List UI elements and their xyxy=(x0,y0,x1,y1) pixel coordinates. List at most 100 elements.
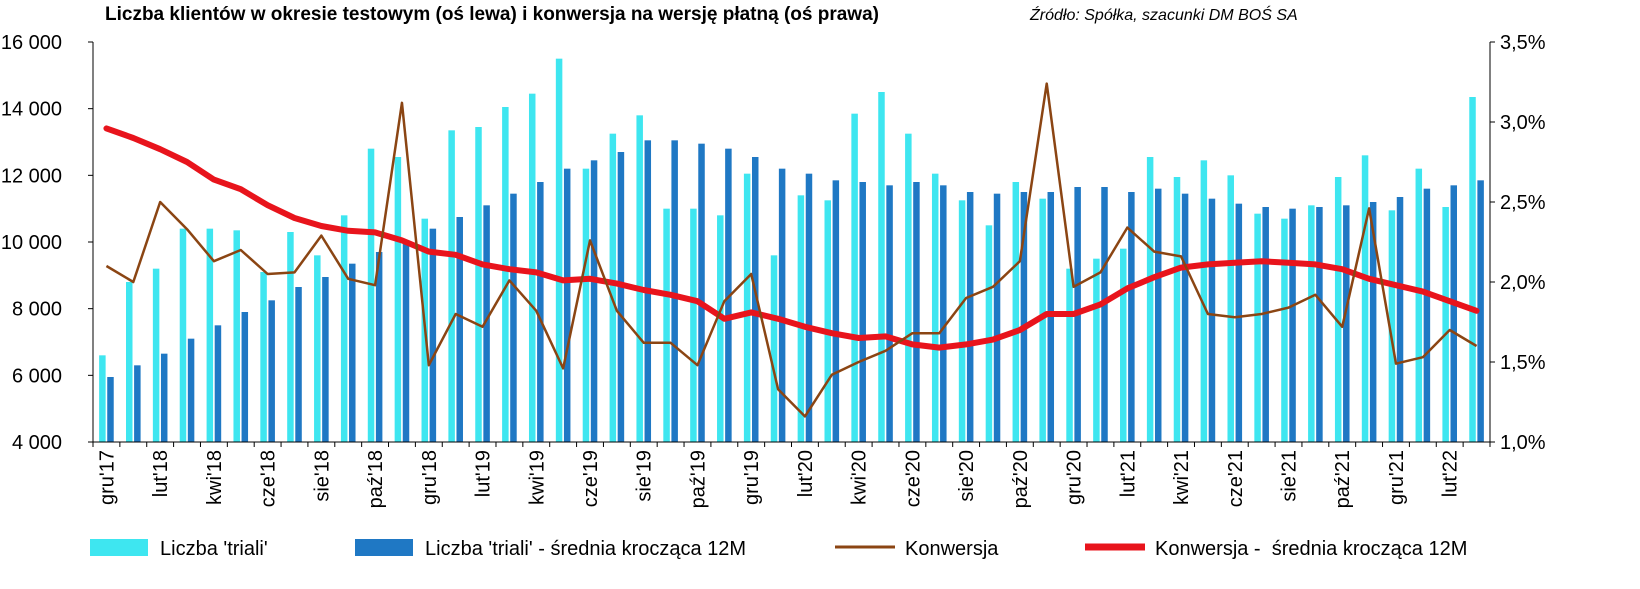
y-left-tick-label: 4 000 xyxy=(12,432,62,454)
x-tick-label: lut'21 xyxy=(1117,450,1139,497)
legend-label-trials-avg: Liczba 'triali' - średnia krocząca 12M xyxy=(425,538,746,560)
bar-trials xyxy=(1120,248,1127,442)
bar-trials-avg xyxy=(1181,193,1189,442)
bar-trials xyxy=(851,113,858,443)
bar-trials-avg xyxy=(322,277,329,442)
legend: Liczba 'triali' Liczba 'triali' - średni… xyxy=(90,538,1467,560)
bar-trials-avg xyxy=(1369,202,1377,442)
y-right-tick-label: 1,5% xyxy=(1500,352,1546,374)
bar-trials-avg xyxy=(805,173,813,443)
bar-trials-avg xyxy=(1020,192,1028,442)
x-tick-label: lut'22 xyxy=(1440,450,1462,497)
bar-trials-avg xyxy=(1289,208,1296,442)
bar-trials xyxy=(1388,210,1396,442)
bar-trials-avg xyxy=(778,168,786,443)
bar-trials-avg xyxy=(510,193,517,442)
bar-trials xyxy=(448,130,455,442)
bar-trials xyxy=(1361,155,1369,442)
bar-trials-avg xyxy=(402,240,410,442)
bar-trials-avg xyxy=(214,325,222,442)
bar-trials-avg xyxy=(1423,188,1431,442)
bar-trials-avg xyxy=(1396,197,1404,442)
y-left-tick-label: 6 000 xyxy=(12,365,62,387)
y-right-tick-label: 3,0% xyxy=(1500,112,1546,134)
x-tick-label: cze'19 xyxy=(580,450,602,507)
bar-trials xyxy=(743,173,751,443)
bar-trials xyxy=(260,272,267,442)
x-tick-label: gru'18 xyxy=(419,450,441,505)
bar-trials-avg xyxy=(295,287,302,442)
bar-trials-avg xyxy=(1154,188,1162,442)
x-tick-label: kwi'18 xyxy=(204,450,226,505)
bar-trials xyxy=(1012,182,1020,442)
bar-trials xyxy=(905,133,912,443)
bar-trials-avg xyxy=(1235,203,1243,442)
y-right-tick-label: 1,0% xyxy=(1500,432,1546,454)
bar-trials xyxy=(1281,218,1288,442)
bar-trials-avg xyxy=(886,185,893,442)
y-left-tick-label: 8 000 xyxy=(12,299,62,321)
x-tick-label: lut'18 xyxy=(150,450,172,497)
bar-trials xyxy=(475,127,482,442)
x-tick-label: cze'18 xyxy=(258,450,280,507)
bar-trials-avg xyxy=(241,312,249,442)
bar-trials-avg xyxy=(1450,185,1457,442)
x-tick-label: kwi'21 xyxy=(1171,450,1193,505)
bar-trials-avg xyxy=(483,205,490,442)
y-right-tick-label: 3,5% xyxy=(1500,32,1546,54)
bar-trials xyxy=(1227,175,1234,442)
y-right-tick-label: 2,0% xyxy=(1500,272,1546,294)
bar-trials-avg xyxy=(456,217,463,442)
bar-trials xyxy=(179,228,187,442)
legend-label-conversion: Konwersja xyxy=(905,538,999,560)
bar-trials xyxy=(1415,168,1423,443)
y-left-tick-label: 16 000 xyxy=(1,32,62,54)
bar-trials-avg xyxy=(752,157,759,442)
bar-trials xyxy=(1442,207,1449,442)
bar-trials xyxy=(1146,157,1154,442)
bar-trials-avg xyxy=(617,152,625,442)
bar-trials xyxy=(314,255,321,442)
bar-trials xyxy=(502,107,509,442)
bar-trials-avg xyxy=(1128,192,1135,442)
bar-trials xyxy=(717,215,724,442)
bar-trials-avg xyxy=(671,140,678,442)
bar-trials-avg xyxy=(1101,187,1108,442)
bar-trials-avg xyxy=(859,182,866,442)
x-tick-label: paź'20 xyxy=(1010,450,1032,508)
bar-trials-avg xyxy=(1262,207,1269,442)
x-tick-label: kwi'19 xyxy=(526,450,548,505)
bar-trials xyxy=(931,173,939,443)
bar-trials xyxy=(609,133,617,443)
bar-trials xyxy=(582,168,590,443)
bar-trials-avg xyxy=(375,252,383,442)
line-conversion-avg xyxy=(103,125,1480,351)
bar-trials-avg xyxy=(268,300,275,442)
bar-trials xyxy=(126,282,133,442)
bar-trials-avg xyxy=(966,192,974,442)
bar-trials-avg xyxy=(940,185,947,442)
x-tick-label: gru'20 xyxy=(1064,450,1086,505)
bar-trials xyxy=(287,232,294,442)
bar-trials-avg xyxy=(698,143,705,443)
legend-swatch-trials xyxy=(90,539,148,556)
x-tick-label: paź'21 xyxy=(1332,450,1354,508)
bar-trials xyxy=(206,228,214,442)
bar-trials xyxy=(233,230,240,442)
bar-trials xyxy=(985,225,993,442)
bar-trials-avg xyxy=(429,228,437,442)
x-tick-label: cze'21 xyxy=(1225,450,1247,507)
bar-trials-avg xyxy=(563,168,571,443)
plot-area: 4 000 6 000 8 000 10 000 12 000 14 000 16 000 1… xyxy=(1,32,1546,508)
bar-trials-avg xyxy=(187,338,195,442)
bar-trials-avg xyxy=(1477,180,1484,442)
bar-trials-avg xyxy=(832,180,840,442)
bar-trials xyxy=(1066,268,1073,442)
x-tick-label: sie'19 xyxy=(634,450,656,502)
x-tick-label: sie'18 xyxy=(311,450,333,502)
bar-trials xyxy=(1200,160,1208,442)
bar-trials xyxy=(1469,97,1476,442)
bar-trials xyxy=(1093,258,1100,442)
bar-trials xyxy=(340,215,348,442)
x-tick-label: paź'18 xyxy=(365,450,387,508)
